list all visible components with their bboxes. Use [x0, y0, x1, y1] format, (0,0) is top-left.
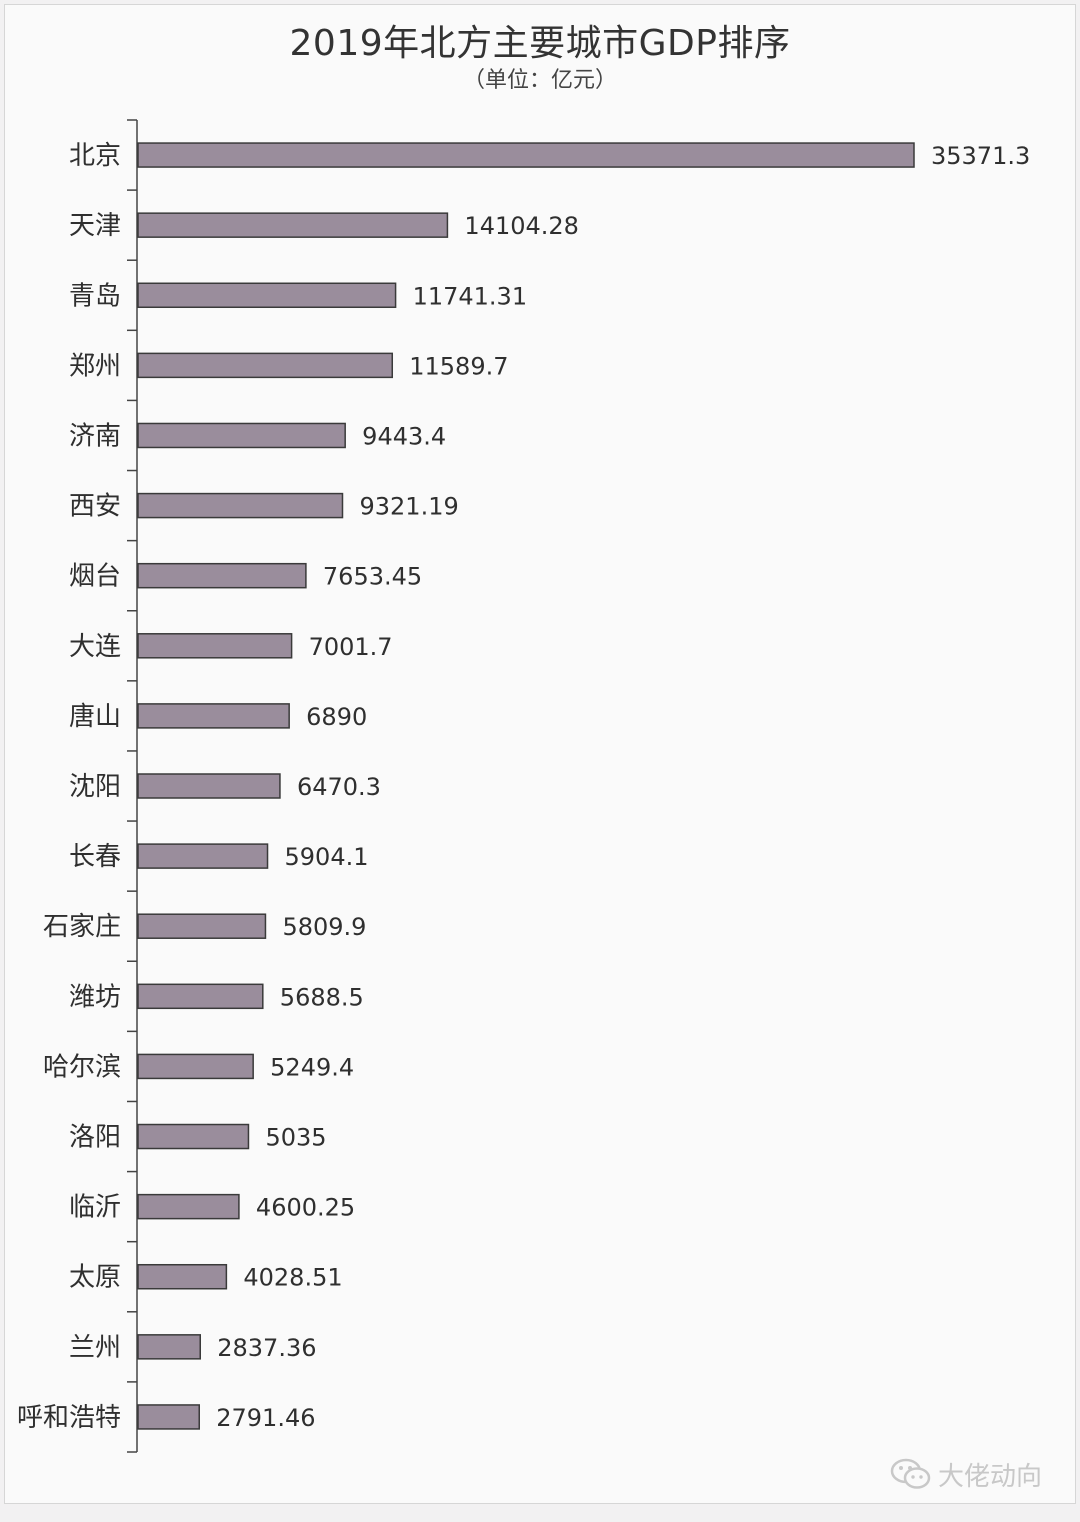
category-label: 唐山	[69, 702, 121, 732]
category-label: 兰州	[69, 1333, 121, 1363]
value-label: 5809.9	[282, 913, 366, 941]
bar	[137, 282, 397, 309]
value-label: 4028.51	[243, 1264, 342, 1292]
bar	[137, 212, 449, 238]
bar	[137, 1193, 240, 1220]
bar	[137, 1334, 201, 1360]
bar	[137, 633, 293, 659]
category-label: 西安	[69, 492, 121, 522]
watermark: 大佬动向	[890, 1456, 1042, 1492]
bar	[137, 913, 267, 939]
watermark-text: 大佬动向	[938, 1461, 1043, 1492]
value-label: 2837.36	[217, 1334, 316, 1362]
value-label: 14104.28	[464, 212, 579, 240]
value-label: 5688.5	[280, 983, 364, 1011]
value-label: 4600.25	[256, 1194, 355, 1222]
value-label: 5249.4	[270, 1053, 354, 1081]
category-label: 石家庄	[43, 912, 121, 942]
bar	[137, 142, 915, 168]
bar	[137, 1404, 200, 1430]
value-label: 35371.3	[931, 142, 1030, 170]
bar	[137, 1263, 228, 1290]
bar	[137, 492, 344, 519]
bar	[137, 843, 269, 869]
category-label: 潍坊	[69, 982, 121, 1012]
value-label: 5035	[265, 1124, 326, 1152]
bar	[137, 562, 307, 589]
bar	[137, 703, 290, 729]
category-label: 临沂	[69, 1193, 121, 1223]
wechat-icon	[890, 1458, 931, 1489]
category-label: 烟台	[69, 562, 121, 592]
bar	[137, 773, 281, 799]
value-label: 7653.45	[323, 563, 422, 591]
category-label: 呼和浩特	[17, 1403, 121, 1433]
value-label: 7001.7	[309, 633, 393, 661]
category-label: 郑州	[69, 351, 121, 381]
bar	[137, 1123, 250, 1150]
category-label: 大连	[69, 632, 121, 662]
value-label: 11741.31	[413, 282, 528, 310]
value-label: 6470.3	[297, 773, 381, 801]
category-label: 长春	[69, 842, 121, 872]
value-label: 9321.19	[359, 493, 458, 521]
category-label: 洛阳	[69, 1123, 121, 1153]
bar	[137, 983, 264, 1010]
value-label: 6890	[306, 703, 367, 731]
bar	[137, 352, 394, 379]
value-label: 2791.46	[216, 1404, 315, 1432]
chart-subtitle: （单位：亿元）	[462, 68, 617, 93]
bar	[137, 1053, 254, 1080]
value-label: 5904.1	[285, 843, 369, 871]
category-label: 哈尔滨	[43, 1052, 121, 1082]
value-label: 9443.4	[362, 422, 446, 450]
category-label: 青岛	[69, 281, 121, 311]
bar	[137, 422, 346, 449]
category-label: 沈阳	[69, 772, 121, 802]
category-label: 济南	[69, 421, 121, 451]
chart-title: 2019年北方主要城市GDP排序	[289, 23, 791, 64]
chart-frame	[4, 4, 1076, 1504]
category-label: 太原	[69, 1263, 121, 1293]
category-label: 北京	[69, 141, 121, 171]
value-label: 11589.7	[409, 352, 508, 380]
category-label: 天津	[69, 211, 121, 241]
